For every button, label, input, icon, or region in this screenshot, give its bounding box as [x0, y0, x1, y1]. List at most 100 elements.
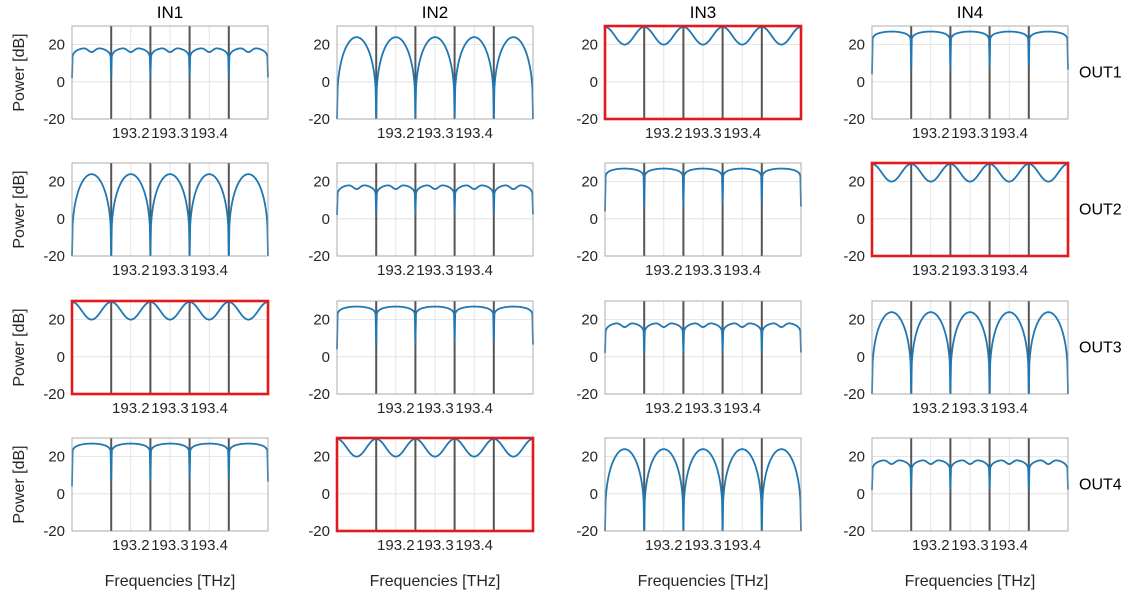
y-tick-label: -20 [43, 523, 65, 540]
response-curve [871, 30, 1069, 75]
x-tick-label: 193.2 [645, 400, 683, 417]
x-tick-label: 193.4 [455, 262, 493, 279]
x-tick-label: 193.3 [416, 125, 454, 142]
subplot-r3-c1: -20 0 20 193.2 193.3 193.4 Power [dB] [11, 299, 270, 417]
x-axis-label: Frequencies [THz] [905, 573, 1036, 590]
x-tick-label: 193.2 [377, 400, 415, 417]
y-tick-label: 0 [57, 74, 65, 91]
x-tick-label: 193.4 [190, 125, 228, 142]
row-label-out3: OUT3 [1079, 340, 1122, 357]
x-tick-label: 193.3 [951, 400, 989, 417]
x-tick-label: 193.3 [416, 537, 454, 554]
axes-box [871, 25, 1069, 120]
y-tick-label: 0 [322, 211, 330, 228]
column-title-in2: IN2 [422, 3, 448, 22]
y-tick-label: 0 [857, 74, 865, 91]
axes-box [871, 437, 1069, 532]
y-tick-label: 0 [590, 349, 598, 366]
y-tick-label: 20 [48, 312, 65, 329]
y-tick-label: 20 [581, 312, 598, 329]
y-tick-label: 0 [857, 486, 865, 503]
response-curve [336, 305, 534, 350]
subplot-r3-c3: -20 0 20 193.2 193.3 193.4 [576, 300, 802, 417]
response-curve [71, 173, 269, 257]
x-tick-label: 193.2 [912, 125, 950, 142]
x-tick-label: 193.2 [377, 125, 415, 142]
response-curve [604, 448, 802, 532]
response-curve [71, 442, 269, 487]
x-tick-label: 193.3 [416, 262, 454, 279]
x-tick-label: 193.2 [377, 262, 415, 279]
column-title-in3: IN3 [690, 3, 716, 22]
y-axis-label: Power [dB] [11, 308, 28, 386]
axes-box [604, 300, 802, 395]
x-tick-label: 193.4 [723, 262, 761, 279]
y-tick-label: 0 [322, 486, 330, 503]
x-axis-label: Frequencies [THz] [105, 573, 236, 590]
axes-box [71, 437, 269, 532]
axes-box [336, 300, 534, 395]
axes-box [71, 25, 269, 120]
y-tick-label: 0 [322, 349, 330, 366]
x-tick-label: 193.3 [151, 262, 189, 279]
x-tick-label: 193.2 [112, 537, 150, 554]
x-tick-label: 193.4 [990, 400, 1028, 417]
response-curve [871, 459, 1069, 491]
x-tick-label: 193.4 [723, 400, 761, 417]
subplot-r2-c3: -20 0 20 193.2 193.3 193.4 [576, 162, 802, 279]
subplot-r3-c4: -20 0 20 193.2 193.3 193.4 [843, 300, 1069, 417]
x-tick-label: 193.4 [723, 125, 761, 142]
y-tick-label: -20 [43, 111, 65, 128]
x-tick-label: 193.2 [377, 537, 415, 554]
y-tick-label: 20 [313, 312, 330, 329]
response-curve [71, 301, 269, 321]
x-tick-label: 193.4 [990, 537, 1028, 554]
x-tick-label: 193.3 [684, 125, 722, 142]
y-tick-label: 20 [848, 449, 865, 466]
x-tick-label: 193.3 [416, 400, 454, 417]
row-label-out4: OUT4 [1079, 477, 1122, 494]
y-tick-label: 0 [322, 74, 330, 91]
x-tick-label: 193.4 [990, 125, 1028, 142]
x-tick-label: 193.3 [951, 125, 989, 142]
y-tick-label: 0 [57, 486, 65, 503]
y-axis-label: Power [dB] [11, 33, 28, 111]
y-tick-label: 20 [48, 174, 65, 191]
y-tick-label: -20 [843, 386, 865, 403]
response-curve [604, 26, 802, 46]
x-tick-label: 193.3 [951, 537, 989, 554]
x-tick-label: 193.4 [455, 400, 493, 417]
y-tick-label: -20 [576, 111, 598, 128]
subplot-r2-c1: -20 0 20 193.2 193.3 193.4 Power [dB] [11, 162, 269, 279]
subplot-r4-c4: -20 0 20 193.2 193.3 193.4 Frequencies [THz] [843, 437, 1069, 590]
y-tick-label: 20 [313, 174, 330, 191]
response-curve [71, 47, 269, 79]
y-tick-label: 0 [57, 349, 65, 366]
x-axis-label: Frequencies [THz] [638, 573, 769, 590]
axes-box [871, 300, 1069, 395]
subplot-r4-c3: -20 0 20 193.2 193.3 193.4 Frequencies [THz] [576, 437, 802, 590]
highlight-border [335, 436, 535, 533]
x-tick-label: 193.3 [684, 400, 722, 417]
x-tick-label: 193.3 [951, 262, 989, 279]
axes-box [71, 162, 269, 257]
response-curve [604, 167, 802, 212]
axes-box [336, 162, 534, 257]
y-tick-label: -20 [308, 248, 330, 265]
x-tick-label: 193.4 [190, 537, 228, 554]
row-label-out2: OUT2 [1079, 202, 1122, 219]
y-axis-label: Power [dB] [11, 445, 28, 523]
axes-box [604, 162, 802, 257]
y-tick-label: -20 [576, 248, 598, 265]
subplot-r2-c4: -20 0 20 193.2 193.3 193.4 [843, 161, 1070, 279]
x-tick-label: 193.4 [190, 262, 228, 279]
y-tick-label: -20 [843, 111, 865, 128]
response-curve [336, 438, 534, 458]
y-tick-label: 20 [848, 37, 865, 54]
subplot-r1-c4: -20 0 20 193.2 193.3 193.4 [843, 25, 1069, 142]
y-tick-label: 20 [581, 37, 598, 54]
y-tick-label: 20 [313, 37, 330, 54]
subplot-r3-c2: -20 0 20 193.2 193.3 193.4 [308, 300, 534, 417]
x-tick-label: 193.3 [151, 125, 189, 142]
